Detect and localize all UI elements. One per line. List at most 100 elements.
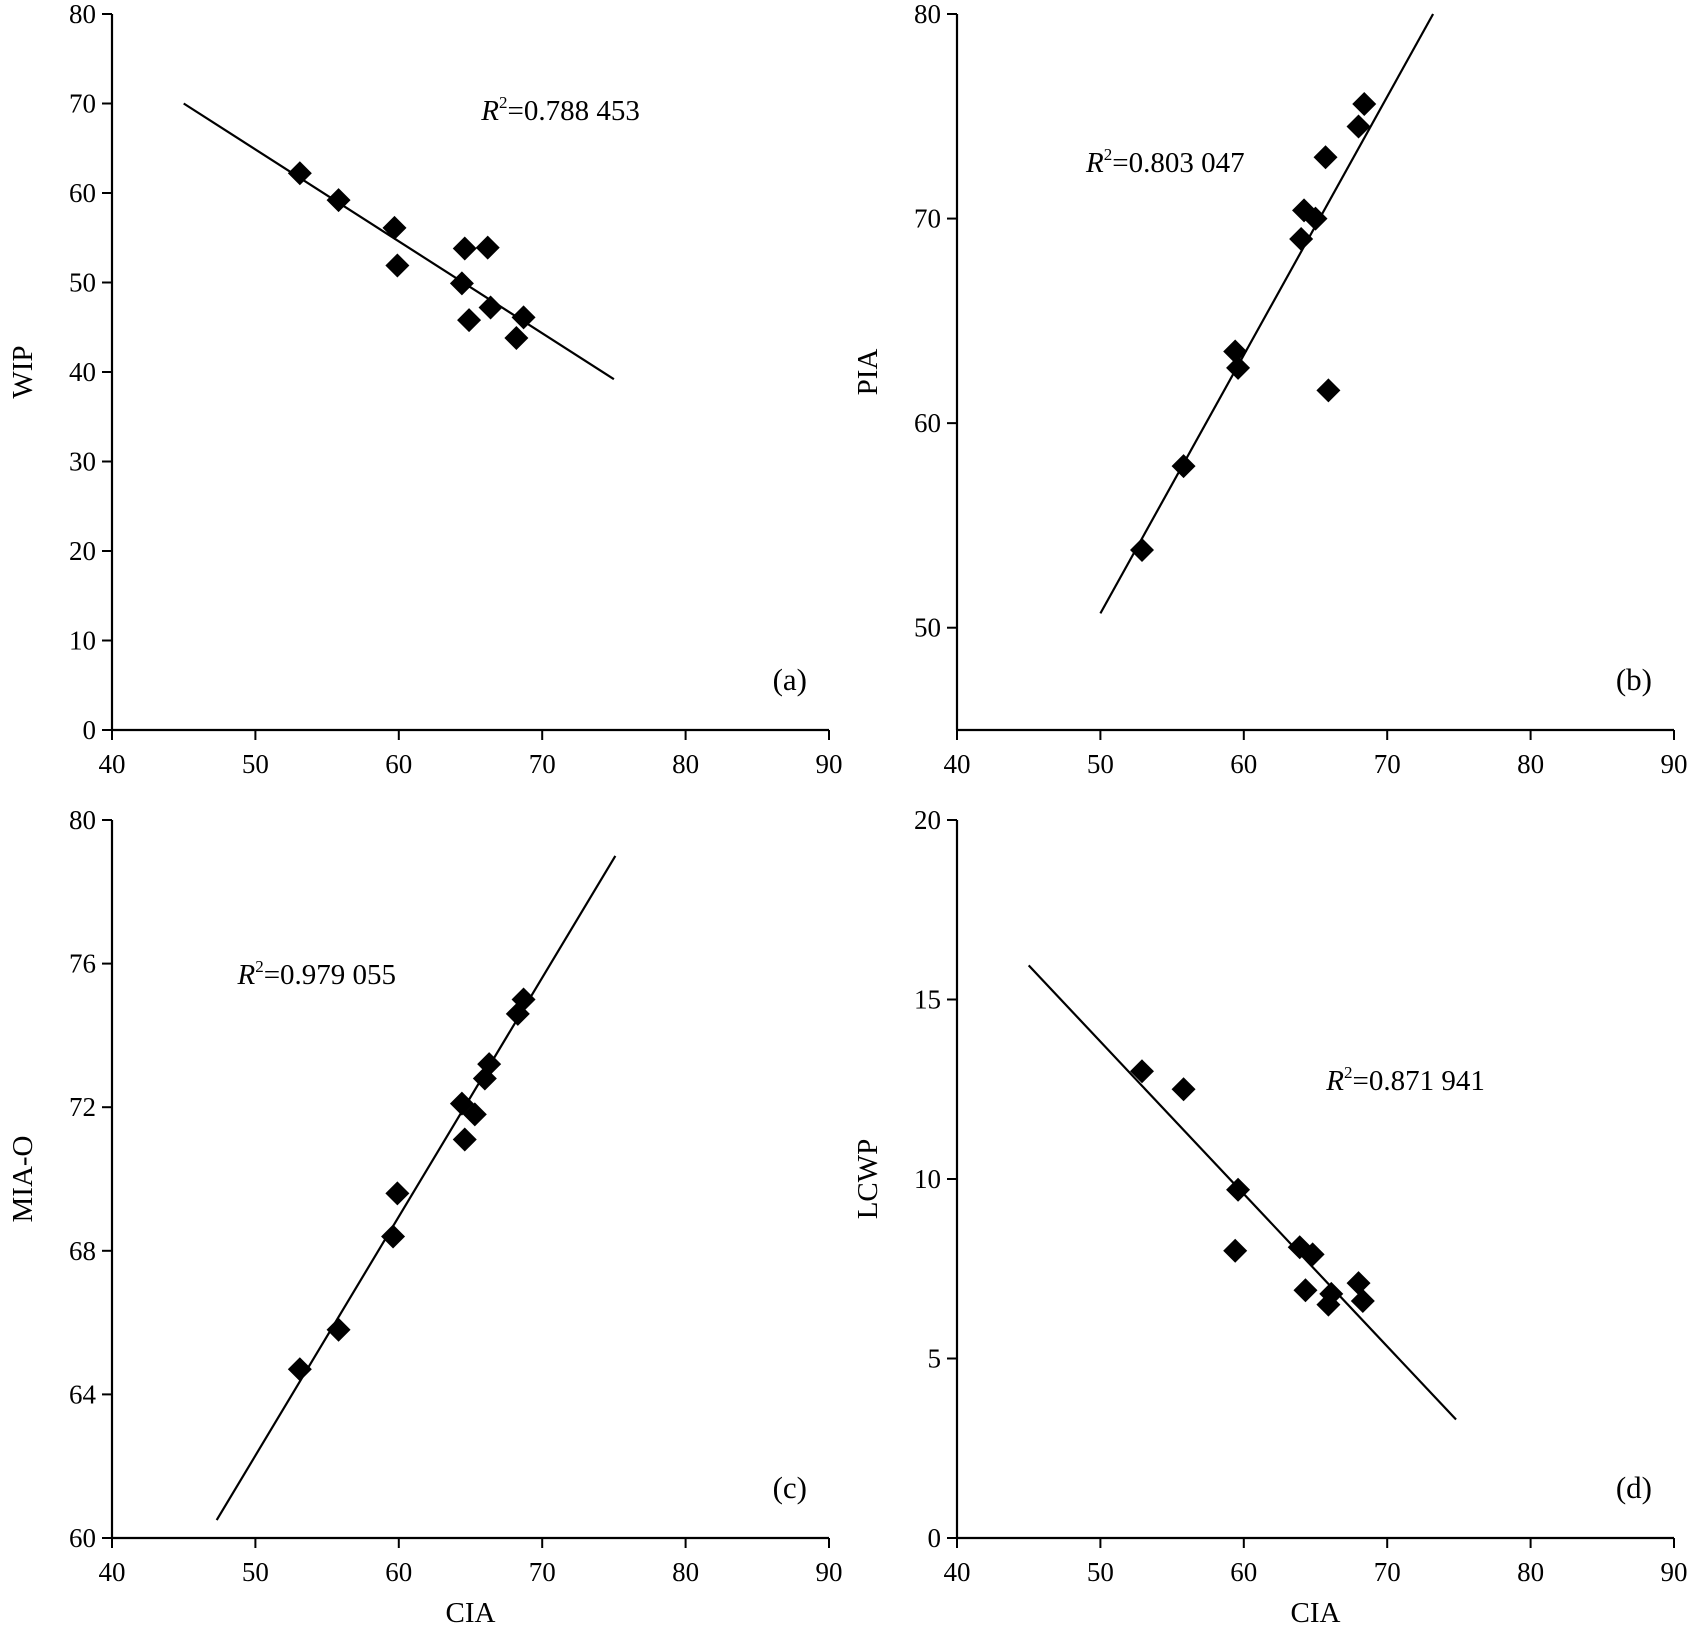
data-point-diamond: [287, 1357, 312, 1382]
y-tick-label: 70: [914, 204, 941, 234]
x-tick-label: 40: [944, 1557, 971, 1587]
y-tick-label: 10: [69, 626, 96, 656]
x-tick-label: 70: [529, 1557, 556, 1587]
x-tick-label: 90: [1661, 749, 1688, 779]
data-point-diamond: [449, 271, 474, 296]
x-tick-label: 80: [1517, 1557, 1544, 1587]
data-point-diamond: [1300, 1242, 1325, 1267]
y-tick-label: 60: [69, 178, 96, 208]
data-point-diamond: [511, 987, 536, 1012]
scatter-panel: 40 50 60 70 80 90 50 60 70 80 PIA (b) R2=0.803 047: [852, 0, 1688, 779]
data-point-diamond: [382, 215, 407, 240]
data-point-diamond: [1346, 114, 1371, 139]
scatter-panel: 40 50 60 70 80 90 60 64 68 72 76 80 MIA-O CIA (c) R2=0.…: [7, 805, 843, 1629]
data-point-diamond: [457, 308, 482, 333]
data-point-diamond: [477, 1052, 502, 1077]
x-axis-title: CIA: [1291, 1597, 1341, 1629]
panel-tag: (b): [1616, 662, 1652, 697]
x-tick-label: 80: [1517, 749, 1544, 779]
data-point-diamond: [1289, 227, 1314, 252]
data-point-diamond: [1303, 206, 1328, 231]
x-tick-label: 80: [672, 1557, 699, 1587]
y-tick-label: 20: [69, 536, 96, 566]
y-tick-label: 76: [69, 949, 96, 979]
data-point-diamond: [1316, 378, 1341, 403]
data-point-diamond: [1226, 355, 1251, 380]
panel-tag: (a): [773, 662, 807, 697]
y-tick-label: 60: [914, 408, 941, 438]
data-point-diamond: [385, 1181, 410, 1206]
data-point-diamond: [1129, 1059, 1154, 1084]
x-tick-label: 70: [1374, 1557, 1401, 1587]
data-point-diamond: [511, 305, 536, 330]
y-axis-title: WIP: [7, 345, 39, 398]
data-point-diamond: [1346, 1271, 1371, 1296]
r-squared-annotation: R2=0.803 047: [1085, 145, 1245, 179]
x-tick-label: 40: [944, 749, 971, 779]
data-point-diamond: [381, 1224, 406, 1249]
r-squared-value: =0.788 453: [507, 95, 639, 127]
x-tick-label: 60: [1230, 749, 1257, 779]
r-squared-annotation: R2=0.979 055: [236, 957, 396, 991]
y-tick-label: 50: [69, 268, 96, 298]
r-squared-annotation: R2=0.788 453: [480, 93, 640, 127]
y-axis-title: MIA-O: [7, 1136, 39, 1223]
x-tick-label: 90: [1661, 1557, 1688, 1587]
y-tick-label: 0: [83, 715, 97, 745]
data-point-diamond: [326, 188, 351, 213]
panel-tag: (d): [1616, 1470, 1652, 1505]
data-point-diamond: [1319, 1281, 1344, 1306]
r-squared-value: =0.871 941: [1352, 1065, 1484, 1097]
data-point-diamond: [385, 253, 410, 278]
y-tick-label: 15: [914, 985, 941, 1015]
regression-line: [1099, 13, 1435, 614]
x-axis-title: CIA: [446, 1597, 496, 1629]
x-tick-label: 90: [816, 1557, 843, 1587]
data-point-diamond: [1129, 537, 1154, 562]
y-tick-label: 40: [69, 357, 96, 387]
y-tick-label: 64: [69, 1379, 97, 1409]
x-tick-label: 90: [816, 749, 843, 779]
x-tick-label: 50: [242, 1557, 269, 1587]
y-tick-label: 10: [914, 1164, 941, 1194]
y-tick-label: 72: [69, 1092, 96, 1122]
scatter-panel: 40 50 60 70 80 90 0 5 10 15 20 LCWP CIA (d) R2=0.871 9…: [852, 805, 1688, 1629]
y-axis-title: LCWP: [852, 1139, 884, 1220]
data-point-diamond: [1350, 1289, 1375, 1314]
x-tick-label: 40: [99, 1557, 126, 1587]
data-point-diamond: [1171, 1077, 1196, 1102]
y-axis-title: PIA: [852, 349, 884, 396]
y-tick-label: 20: [914, 805, 941, 835]
x-tick-label: 70: [529, 749, 556, 779]
x-tick-label: 60: [1230, 1557, 1257, 1587]
data-point-diamond: [326, 1317, 351, 1342]
x-tick-label: 60: [385, 1557, 412, 1587]
data-point-diamond: [452, 1127, 477, 1152]
x-tick-label: 50: [1087, 1557, 1114, 1587]
scatter-panel: 40 50 60 70 80 90 0 10 20 30 40 50 60 70 80 WIP (a) R2=0.…: [7, 0, 843, 779]
data-point-diamond: [462, 1102, 487, 1127]
x-tick-label: 50: [242, 749, 269, 779]
data-point-diamond: [1171, 454, 1196, 479]
data-point-diamond: [1293, 1278, 1318, 1303]
regression-line: [183, 102, 615, 381]
y-tick-label: 68: [69, 1236, 96, 1266]
y-tick-label: 30: [69, 447, 96, 477]
x-tick-label: 40: [99, 749, 126, 779]
regression-line: [215, 855, 617, 1521]
y-tick-label: 0: [928, 1523, 942, 1553]
y-tick-label: 60: [69, 1523, 96, 1553]
data-point-diamond: [1223, 1238, 1248, 1263]
y-tick-label: 50: [914, 613, 941, 643]
panel-tag: (c): [773, 1470, 807, 1505]
r-squared-value: =0.803 047: [1112, 147, 1244, 179]
y-tick-label: 5: [928, 1344, 942, 1374]
r-squared-value: =0.979 055: [264, 959, 396, 991]
y-tick-label: 80: [69, 0, 96, 29]
x-tick-label: 80: [672, 749, 699, 779]
y-tick-label: 70: [69, 89, 96, 119]
r-squared-annotation: R2=0.871 941: [1325, 1063, 1485, 1097]
data-point-diamond: [478, 295, 503, 320]
data-point-diamond: [1313, 145, 1338, 170]
